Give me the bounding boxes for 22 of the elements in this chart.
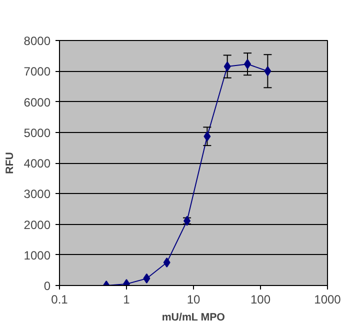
- y-tick-label: 8000: [24, 34, 51, 48]
- point: [204, 131, 211, 142]
- y-tick-label: 1000: [24, 248, 51, 262]
- point: [143, 273, 150, 284]
- y-axis-title: RFU: [4, 152, 16, 174]
- x-tick-label: 0.1: [51, 292, 68, 306]
- y-tick-label: 0: [44, 279, 51, 293]
- y-tick-label: 5000: [24, 126, 51, 140]
- x-tick-label: 1: [123, 292, 130, 306]
- y-tick-label: 6000: [24, 95, 51, 110]
- x-axis-title: mU/mL MPO: [162, 312, 225, 324]
- y-tick-label: 7000: [24, 64, 51, 79]
- point: [244, 59, 252, 70]
- y-tick-label: 2000: [24, 218, 51, 232]
- x-tick-label: 10: [186, 292, 200, 306]
- point: [224, 62, 231, 72]
- point: [264, 66, 272, 76]
- y-tick-label: 4000: [24, 156, 51, 170]
- x-tick-label: 1000: [314, 292, 342, 306]
- x-tick-label: 100: [250, 292, 271, 306]
- y-tick-label: 3000: [24, 187, 51, 202]
- point: [163, 258, 170, 268]
